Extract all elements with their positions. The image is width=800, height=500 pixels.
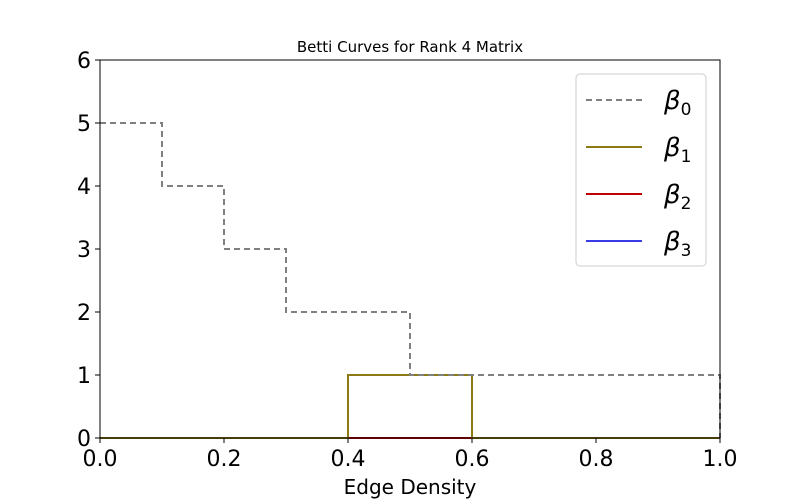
legend-box [575, 73, 707, 267]
y-tick-label: 6 [77, 49, 91, 74]
y-tick-label: 2 [77, 301, 91, 326]
y-tick-label: 0 [77, 427, 91, 452]
x-tick-label: 0.6 [455, 447, 490, 472]
series-line-β0 [100, 122, 721, 438]
x-axis: 0.0 0.2 0.4 0.6 0.8 1.0 [83, 438, 738, 472]
x-tick-label: 0.2 [207, 447, 242, 472]
y-tick-label: 1 [77, 364, 91, 389]
x-tick-label: 0.0 [83, 447, 118, 472]
x-axis-label: Edge Density [344, 475, 477, 499]
x-tick-label: 0.8 [579, 447, 614, 472]
x-tick-label: 0.4 [331, 447, 366, 472]
legend-entry: β0 [663, 86, 691, 120]
y-tick-label: 3 [77, 238, 91, 263]
legend-entry: β3 [663, 227, 691, 261]
y-tick-label: 4 [77, 175, 91, 200]
chart-title: Betti Curves for Rank 4 Matrix [297, 38, 523, 56]
legend: β0 β1 β2 β3 [575, 73, 707, 267]
x-tick-label: 1.0 [703, 447, 738, 472]
legend-entry: β1 [663, 133, 691, 167]
legend-entry: β2 [663, 180, 691, 214]
y-axis: 0 1 2 3 4 5 6 [77, 49, 100, 452]
y-tick-label: 5 [77, 112, 91, 137]
